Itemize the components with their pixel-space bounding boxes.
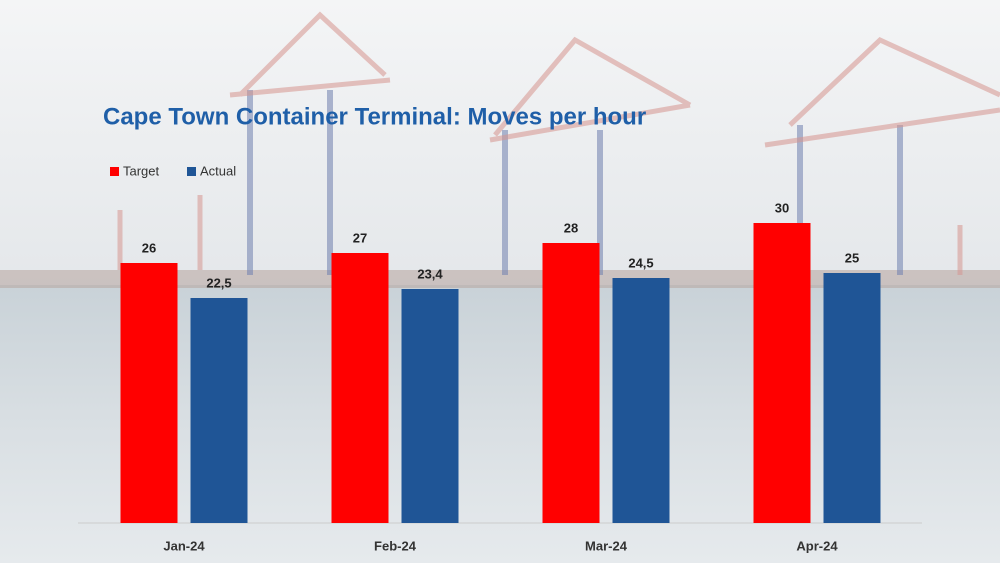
- value-label: 25: [845, 250, 859, 265]
- value-label: 23,4: [417, 266, 443, 281]
- value-label: 27: [353, 230, 367, 245]
- x-tick-label: Feb-24: [374, 538, 417, 553]
- x-tick-label: Apr-24: [796, 538, 838, 553]
- legend-label: Actual: [200, 163, 236, 178]
- bar: [823, 273, 881, 523]
- value-label: 26: [142, 240, 156, 255]
- bar: [120, 263, 178, 523]
- value-label: 30: [775, 200, 789, 215]
- value-label: 22,5: [206, 275, 231, 290]
- bar: [542, 243, 600, 523]
- bar: [190, 298, 248, 523]
- x-tick-label: Jan-24: [163, 538, 205, 553]
- bar: [612, 278, 670, 523]
- bar: [331, 253, 389, 523]
- x-tick-label: Mar-24: [585, 538, 628, 553]
- bar: [401, 289, 459, 523]
- value-label: 24,5: [628, 255, 653, 270]
- chart-title: Cape Town Container Terminal: Moves per …: [103, 103, 646, 130]
- bar: [753, 223, 811, 523]
- legend-swatch: [110, 167, 119, 176]
- legend-label: Target: [123, 163, 160, 178]
- value-label: 28: [564, 220, 578, 235]
- legend-swatch: [187, 167, 196, 176]
